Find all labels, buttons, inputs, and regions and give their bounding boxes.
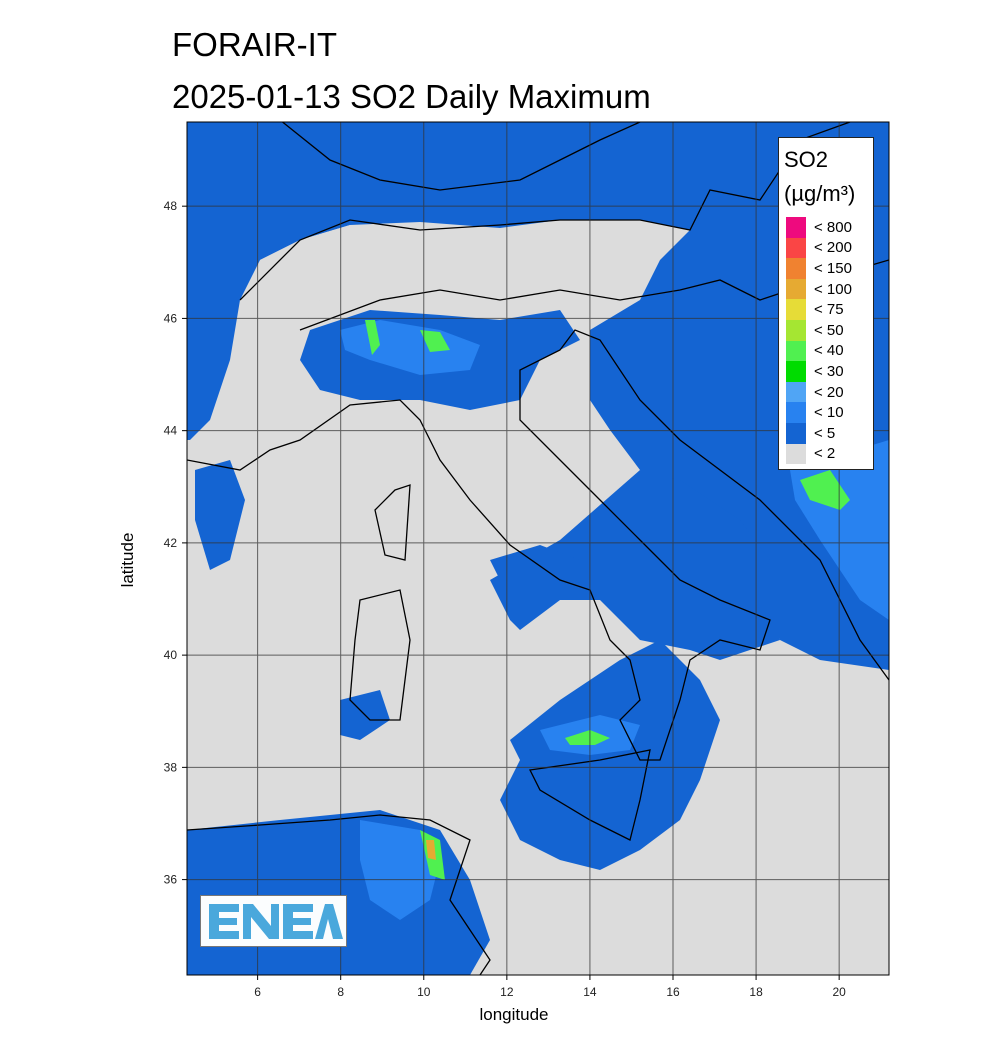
plot-frame (186, 121, 890, 976)
x-axis: 6 8 10 12 14 16 18 20 (254, 975, 846, 999)
legend-title: SO2 (784, 147, 829, 172)
legend-swatch (786, 361, 806, 382)
figure-subtitle: 2025-01-13 SO2 Daily Maximum (172, 78, 651, 115)
legend-swatch (786, 278, 806, 300)
legend-label: < 20 (814, 383, 844, 401)
legend-label: < 100 (814, 280, 852, 298)
legend-item: < 20 (786, 381, 844, 403)
y-tick-label: 46 (164, 311, 178, 325)
legend-item: < 800 (786, 217, 852, 238)
x-tick-label: 12 (500, 985, 514, 999)
legend-label: < 800 (814, 218, 852, 236)
coastlines (187, 122, 889, 975)
x-tick-label: 10 (417, 985, 431, 999)
legend-item: < 150 (786, 258, 852, 279)
legend-label: < 50 (814, 321, 844, 339)
y-axis-label: latitude (118, 533, 137, 588)
legend-label: < 30 (814, 362, 844, 380)
y-tick-label: 48 (164, 199, 178, 213)
legend-label: < 200 (814, 239, 852, 257)
x-tick-label: 6 (254, 985, 261, 999)
legend-label: < 40 (814, 342, 844, 360)
enea-logo (200, 895, 347, 947)
legend-swatch (786, 381, 806, 403)
legend-label: < 5 (814, 424, 836, 442)
y-axis: 48 46 44 42 40 38 36 (164, 199, 187, 887)
legend-item: < 5 (786, 423, 835, 444)
x-axis-label: longitude (479, 1005, 548, 1024)
legend-swatch (786, 423, 806, 444)
x-tick-label: 18 (749, 985, 763, 999)
x-tick-label: 8 (337, 985, 344, 999)
y-tick-label: 38 (164, 760, 178, 774)
legend-item: < 40 (786, 340, 844, 362)
legend-swatch (786, 237, 806, 259)
legend-label: < 75 (814, 301, 844, 319)
figure-title: FORAIR-IT (172, 26, 337, 63)
legend-swatch (786, 443, 806, 465)
x-tick-label: 14 (583, 985, 597, 999)
legend-item: < 75 (786, 299, 844, 320)
legend: SO2 (µg/m³) < 800 < 200 < 150 < 100 < 75 < 50… (778, 137, 874, 470)
legend-label: < 10 (814, 404, 844, 422)
legend-label: < 2 (814, 445, 836, 463)
y-tick-label: 42 (164, 536, 178, 550)
y-tick-label: 44 (164, 424, 178, 438)
legend-unit: (µg/m³) (784, 181, 856, 206)
legend-label: < 150 (814, 259, 852, 277)
x-tick-label: 20 (832, 985, 846, 999)
legend-item: < 200 (786, 237, 852, 259)
x-tick-label: 16 (666, 985, 680, 999)
legend-item: < 10 (786, 402, 844, 423)
legend-swatch (786, 217, 806, 238)
legend-item: < 100 (786, 278, 852, 300)
legend-item: < 2 (786, 443, 836, 465)
legend-swatch (786, 299, 806, 320)
legend-item: < 30 (786, 361, 844, 382)
y-tick-label: 40 (164, 648, 178, 662)
legend-swatch (786, 320, 806, 341)
graticule (187, 122, 889, 975)
legend-item: < 50 (786, 320, 844, 341)
legend-swatch (786, 340, 806, 362)
legend-swatch (786, 402, 806, 423)
y-tick-label: 36 (164, 873, 178, 887)
legend-swatch (786, 258, 806, 279)
